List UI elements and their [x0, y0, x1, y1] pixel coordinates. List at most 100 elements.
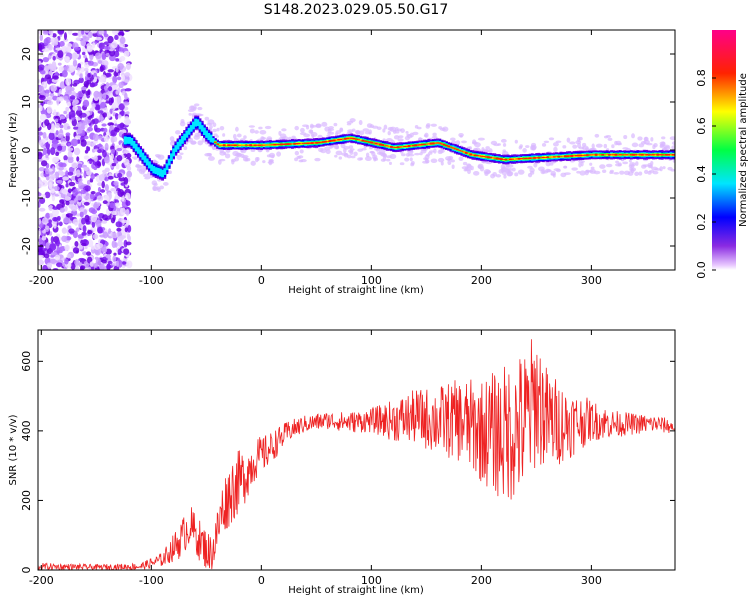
x-tick-label: 100 [361, 274, 382, 287]
spectrogram-ridge-mark [473, 154, 477, 157]
spectrogram-noise-mark [44, 119, 50, 127]
spectrogram-ridge-mark [220, 144, 224, 146]
spectrogram-halo-mark [325, 149, 331, 155]
spectrogram-halo-mark [631, 163, 635, 169]
spectrogram-ridge-mark [638, 154, 642, 156]
spectrogram-ridge-mark [548, 156, 552, 158]
spectrogram-noise-mark [92, 133, 100, 142]
spectrogram-noise-mark [99, 65, 104, 72]
spectrogram-noise-mark [49, 174, 57, 180]
spectrogram-halo-mark [442, 126, 449, 132]
spectrogram-ridge-mark [460, 150, 464, 152]
spectrogram-noise-mark [48, 30, 54, 35]
spectrogram-ridge-mark [636, 154, 640, 156]
spectrogram-noise-mark [83, 195, 91, 200]
spectrogram-noise-mark [114, 126, 118, 132]
spectrogram-noise-mark [52, 217, 59, 222]
spectrogram-halo-mark [503, 174, 507, 179]
spectrogram-halo-mark [133, 157, 137, 161]
spectrogram-halo-mark [405, 131, 409, 134]
spectrogram-halo-mark [194, 103, 200, 107]
spectrogram-halo-mark [159, 185, 165, 190]
snr-frame [37, 329, 676, 571]
spectrogram-halo-mark [324, 146, 331, 151]
spectrogram-ridge-mark [577, 154, 580, 157]
spectrogram-ridge-mark [594, 153, 598, 156]
spectrogram-halo-mark [276, 151, 282, 157]
spectrogram-noise-mark [112, 214, 116, 222]
spectrogram-ridge-mark [471, 154, 475, 156]
spectrogram-halo-mark [294, 125, 299, 131]
spectrogram-halo-mark [179, 121, 186, 127]
spectrogram-noise-mark [61, 188, 68, 195]
spectrogram-noise-mark [77, 177, 83, 183]
spectrogram-halo-mark [294, 150, 300, 156]
spectrogram-ridge-mark [634, 154, 638, 156]
spectrogram-ridge-mark [649, 154, 653, 156]
spectrogram-noise-mark [82, 239, 88, 243]
spectrogram-noise-mark [75, 116, 81, 121]
spectrogram-noise-mark [56, 215, 61, 221]
spectrogram-ridge-mark [436, 142, 440, 144]
spectrogram-noise-mark [83, 135, 89, 140]
spectrogram-halo-mark [634, 171, 639, 177]
spectrogram-noise-mark [111, 210, 117, 216]
spectrogram-halo-mark [427, 151, 433, 155]
spectrogram-noise-mark [74, 135, 82, 140]
spectrogram-noise-mark [52, 206, 59, 210]
spectrogram-noise-mark [75, 227, 80, 232]
spectrogram-ridge-mark [524, 157, 528, 160]
spectrogram-noise-mark [38, 176, 41, 181]
spectrogram-noise-mark [82, 99, 90, 108]
spectrogram-noise-mark [87, 60, 94, 66]
spectrogram-halo-mark [652, 144, 656, 150]
spectrogram-halo-mark [493, 143, 500, 147]
y-tick-label: 20 [20, 47, 33, 61]
spectrogram-ridge-mark [379, 143, 382, 146]
spectrogram-halo-mark [575, 140, 582, 145]
spectrogram-noise-mark [69, 95, 76, 100]
spectrogram-ridge-mark [328, 140, 332, 142]
spectrogram-noise-mark [111, 30, 119, 36]
spectrogram-noise-mark [41, 217, 49, 225]
spectrogram-ridge-mark [596, 154, 600, 156]
spectrogram-ridge-mark [462, 151, 466, 153]
spectrogram-noise-mark [68, 166, 75, 173]
spectrogram-halo-mark [553, 146, 558, 153]
spectrogram-halo-mark [458, 156, 464, 161]
spectrogram-noise-mark [102, 149, 107, 158]
spectrogram-noise-mark [38, 197, 46, 205]
spectrogram-halo-mark [216, 127, 220, 132]
spectrogram-ridge-mark [495, 157, 499, 160]
spectrogram-noise-mark [117, 31, 125, 37]
spectrogram-noise-mark [67, 30, 73, 35]
spectrogram-ridge-mark [581, 154, 585, 156]
x-tick-label: 200 [471, 574, 492, 587]
spectrogram-halo-mark [294, 157, 299, 162]
spectrogram-noise-mark [101, 123, 107, 127]
spectrogram-noise-mark [57, 62, 62, 66]
spectrogram-ridge-mark [310, 142, 314, 144]
spectrogram-noise-mark [101, 180, 105, 189]
spectrogram-noise-mark [56, 97, 60, 106]
spectrogram-noise-mark [44, 89, 50, 95]
spectrogram-noise-mark [52, 267, 59, 270]
spectrogram-ridge-mark [491, 157, 495, 159]
spectrogram-noise-mark [127, 235, 132, 242]
spectrogram-noise-mark [63, 167, 67, 171]
spectrogram-halo-mark [433, 148, 437, 154]
spectrogram-noise-mark [38, 151, 43, 160]
spectrogram-halo-mark [514, 172, 519, 177]
spectrogram-ridge-mark [275, 144, 279, 146]
spectrogram-halo-mark [358, 120, 363, 126]
spectrogram-ridge-mark [669, 154, 673, 156]
spectrogram-noise-mark [55, 238, 60, 247]
spectrogram-halo-mark [358, 130, 365, 136]
spectrogram-halo-mark [219, 125, 225, 131]
spectrogram-noise-mark [100, 101, 107, 109]
spectrogram-ridge-mark [387, 146, 391, 147]
spectrogram-halo-mark [309, 129, 314, 134]
spectrogram-halo-mark [507, 169, 511, 174]
spectrogram-halo-mark [643, 169, 649, 175]
spectrogram-ridge-mark [667, 153, 671, 156]
